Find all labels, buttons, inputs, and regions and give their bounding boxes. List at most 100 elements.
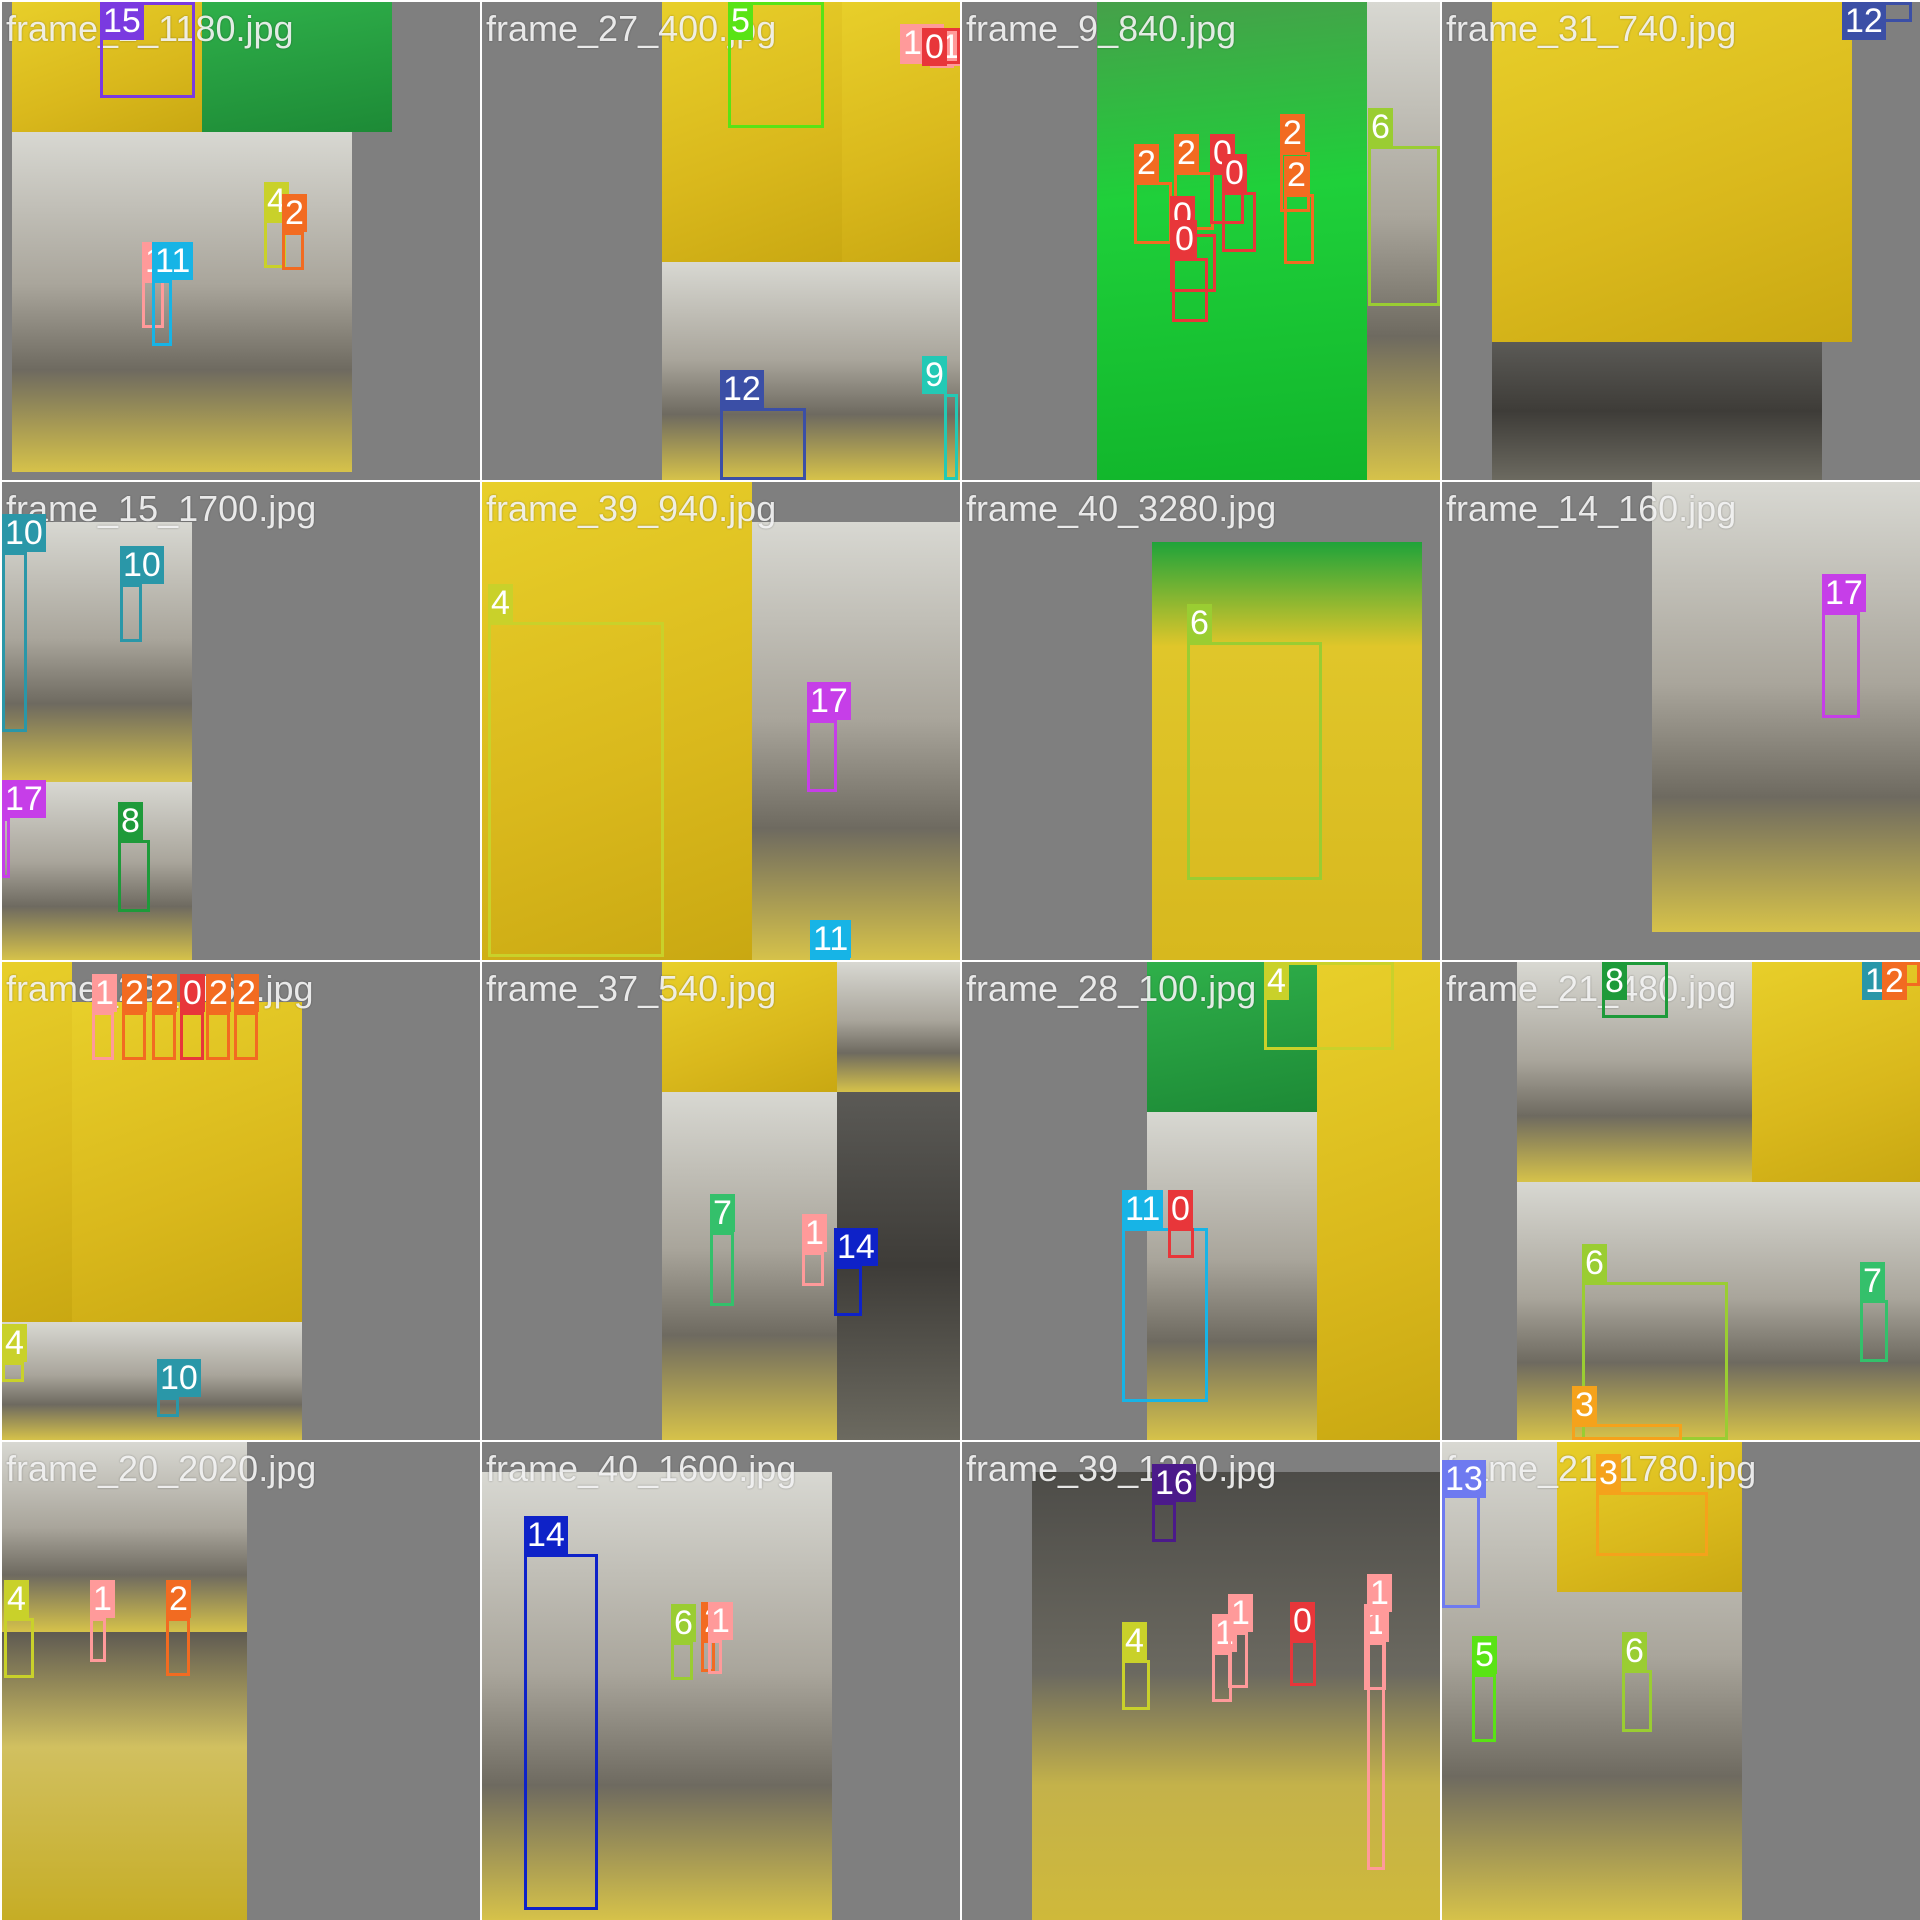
detection-box	[206, 1012, 230, 1060]
detection-label: 14	[524, 1516, 568, 1554]
detection-label: 17	[807, 682, 851, 720]
detection-label: 7	[1860, 1262, 1885, 1300]
detection-label: 14	[834, 1228, 878, 1266]
detection-label: 1	[1367, 1574, 1392, 1612]
detection-box	[100, 2, 195, 98]
detection-label: 11	[152, 242, 194, 280]
detection-box	[1596, 1492, 1708, 1556]
detection-label: 1	[802, 1214, 827, 1252]
detection-label: 16	[1152, 1464, 1196, 1502]
detection-label: 6	[1187, 604, 1212, 642]
detection-box	[2, 1362, 24, 1382]
mosaic-tile: frame_31_740.jpg 12	[1442, 2, 1920, 480]
detection-box	[1367, 1612, 1385, 1870]
detection-label: 5	[728, 2, 753, 40]
detection-label: 2	[1280, 114, 1305, 152]
mosaic-tile: frame_21_1780.jpg13356	[1442, 1442, 1920, 1920]
mosaic-tile: frame_9_840.jpg 2 2 0 0 0 2 0 2 6	[962, 2, 1440, 480]
frame-filename: frame_14_160.jpg	[1446, 488, 1737, 529]
mosaic-tile: frame_15_1700.jpg 10 10 17 8	[2, 482, 480, 960]
photo-crop	[1367, 2, 1440, 480]
detection-label: 2	[166, 1580, 191, 1618]
detection-label: 2	[122, 974, 147, 1012]
detection-label: 3	[1596, 1454, 1621, 1492]
frame-filename: frame_9_840.jpg	[966, 8, 1237, 49]
frame-filename: frame_40_1600.jpg	[486, 1448, 797, 1489]
detection-label: 13	[1442, 1460, 1486, 1498]
detection-box	[944, 394, 958, 480]
frame-filename: frame_20_2020.jpg	[6, 1448, 317, 1489]
detection-box	[122, 1012, 146, 1060]
detection-label: 17	[2, 780, 46, 818]
detection-label: 0	[1172, 220, 1197, 258]
photo-crop	[2, 1632, 247, 1920]
detection-box	[1168, 1228, 1194, 1258]
detection-label: 0	[1290, 1602, 1315, 1640]
frame-filename: frame_31_740.jpg	[1446, 8, 1737, 49]
detection-label: 5	[1472, 1636, 1497, 1674]
detection-box	[1122, 1228, 1208, 1402]
photo-crop	[1317, 962, 1440, 1440]
mosaic-tile: frame_2_1180.jpg1542111	[2, 2, 480, 480]
photo-crop	[1032, 1472, 1440, 1920]
detection-box	[90, 1618, 106, 1662]
detection-label: 10	[2, 514, 46, 552]
detection-box	[810, 958, 850, 960]
detection-label: 17	[1822, 574, 1866, 612]
mosaic-tile: frame_40_3280.jpg 6	[962, 482, 1440, 960]
detection-label: 11	[810, 920, 852, 958]
detection-box	[671, 1642, 693, 1680]
detection-label: 2	[1134, 144, 1159, 182]
detection-label: 10	[120, 546, 164, 584]
detection-box	[807, 720, 837, 792]
detection-label: 2	[152, 974, 177, 1012]
photo-crop	[662, 962, 837, 1092]
detection-box	[1134, 182, 1172, 244]
detection-box	[152, 1012, 176, 1060]
photo-crop	[1652, 482, 1920, 932]
detection-label: 2	[234, 974, 259, 1012]
detection-box	[2, 818, 10, 878]
detection-label: 0	[1222, 154, 1247, 192]
mosaic-tile: frame_14_160.jpg 17	[1442, 482, 1920, 960]
detection-label: 4	[488, 584, 513, 622]
mosaic-tile: frame_40_1600.jpg14621	[482, 1442, 960, 1920]
detection-label: 8	[1602, 962, 1627, 1000]
mosaic-tile: frame_39_940.jpg 4 17 11	[482, 482, 960, 960]
detection-box	[1228, 1632, 1248, 1688]
frame-filename: frame_39_1200.jpg	[966, 1448, 1277, 1489]
detection-box	[834, 1266, 862, 1316]
photo-crop	[482, 482, 752, 960]
detection-box	[1822, 612, 1860, 718]
mosaic-tile: frame_37_540.jpg 7 1 14	[482, 962, 960, 1440]
detection-box	[1860, 1300, 1888, 1362]
detection-box	[1284, 194, 1314, 264]
detection-box	[1290, 1640, 1316, 1686]
detection-label: 6	[671, 1604, 696, 1642]
frame-filename: frame_39_940.jpg	[486, 488, 777, 529]
detection-box	[157, 1397, 179, 1417]
photo-crop	[837, 962, 960, 1092]
mosaic-tile: frame_21_480.jpg8102673	[1442, 962, 1920, 1440]
detection-label: 6	[1368, 108, 1393, 146]
detection-box	[1264, 962, 1394, 1050]
frame-filename: frame_28_100.jpg	[966, 968, 1257, 1009]
detection-label: 9	[922, 356, 947, 394]
detection-box	[2, 552, 27, 732]
detection-box	[152, 280, 172, 346]
mosaic-tile: frame_23_1160.jpg122022410	[2, 962, 480, 1440]
detection-label: 8	[118, 802, 143, 840]
detection-label: 2	[206, 974, 231, 1012]
frame-filename: frame_21_480.jpg	[1446, 968, 1737, 1009]
detection-box	[120, 584, 142, 642]
detection-box	[1187, 642, 1322, 880]
photo-crop	[2, 1322, 302, 1440]
detection-box	[4, 1618, 34, 1678]
detection-label: 4	[4, 1580, 29, 1618]
detection-label: 1	[1228, 1594, 1253, 1632]
detection-label: 1	[708, 1602, 733, 1640]
mosaic-tile: frame_28_100.jpg 4 11 0	[962, 962, 1440, 1440]
photo-crop	[1147, 1112, 1317, 1440]
detection-label: 6	[1622, 1632, 1647, 1670]
detection-label: 2	[282, 194, 307, 232]
